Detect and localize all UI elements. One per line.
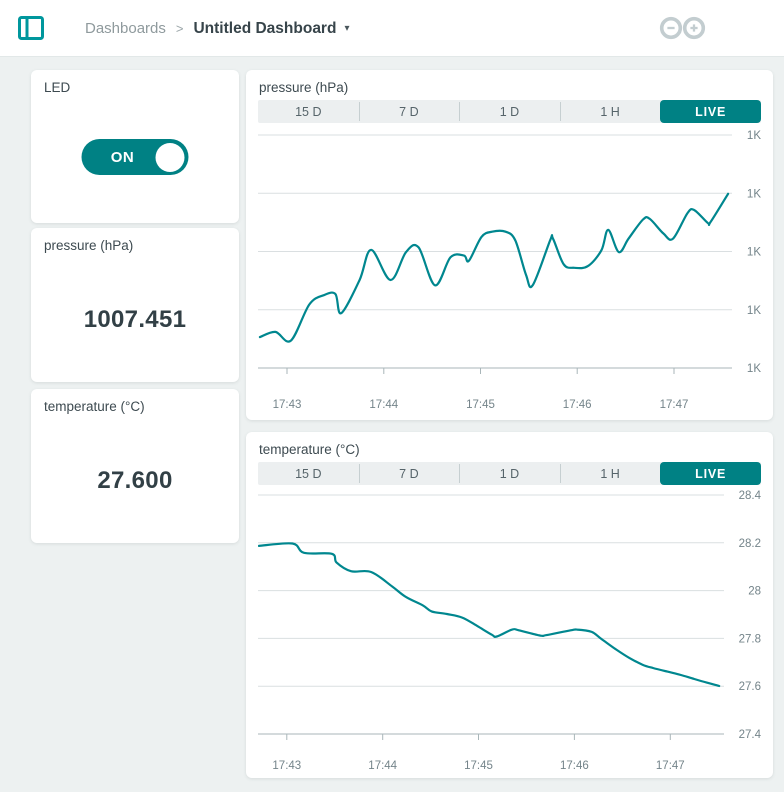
svg-text:17:43: 17:43 <box>273 399 302 411</box>
temperature-chart-plot: 28.4 28.2 28 27.8 27.6 27.4 17:43 17:44 17:45 17:… <box>258 490 761 772</box>
temperature-chart-range-tabs: 15 D 7 D 1 D 1 H LIVE <box>258 462 761 485</box>
led-toggle-state-label: ON <box>110 148 135 166</box>
led-toggle-knob <box>155 142 185 172</box>
chart-grid: 28.4 28.2 28 27.8 27.6 27.4 <box>258 490 761 741</box>
svg-text:27.6: 27.6 <box>739 681 761 693</box>
svg-text:17:47: 17:47 <box>660 399 689 411</box>
pressure-value-title: pressure (hPa) <box>44 238 134 253</box>
chart-line <box>258 542 721 688</box>
chart-grid: 1K 1K 1K 1K 1K <box>258 130 761 375</box>
led-widget-card: LED ON <box>31 70 239 223</box>
sidebar-toggle-icon[interactable] <box>18 15 44 41</box>
dashboard-dropdown-caret-icon[interactable]: ▾ <box>344 23 350 34</box>
temperature-chart-title: temperature (°C) <box>259 442 360 457</box>
pressure-chart-title: pressure (hPa) <box>259 80 349 95</box>
svg-text:17:44: 17:44 <box>368 760 397 772</box>
svg-text:1K: 1K <box>747 363 761 375</box>
svg-text:1K: 1K <box>747 188 761 200</box>
svg-text:17:46: 17:46 <box>563 399 592 411</box>
svg-text:27.4: 27.4 <box>739 729 761 741</box>
tab-live[interactable]: LIVE <box>660 462 761 485</box>
svg-text:27.8: 27.8 <box>739 633 761 645</box>
pressure-chart-card: pressure (hPa) 15 D 7 D 1 D 1 H LIVE 1K 1… <box>246 70 773 420</box>
svg-text:17:45: 17:45 <box>466 399 495 411</box>
svg-text:28.4: 28.4 <box>739 490 761 502</box>
svg-text:17:44: 17:44 <box>369 399 398 411</box>
breadcrumb-separator: > <box>175 21 184 36</box>
svg-text:28.2: 28.2 <box>739 538 761 550</box>
led-widget-title: LED <box>44 80 71 95</box>
pressure-value-card: pressure (hPa) 1007.451 <box>31 228 239 382</box>
dashboard-title[interactable]: Untitled Dashboard <box>193 19 337 37</box>
temperature-value-card: temperature (°C) 27.600 <box>31 389 239 543</box>
tab-1d[interactable]: 1 D <box>459 462 560 485</box>
svg-text:1K: 1K <box>747 247 761 259</box>
temperature-value-title: temperature (°C) <box>44 399 145 414</box>
tab-7d[interactable]: 7 D <box>358 100 460 123</box>
svg-text:17:45: 17:45 <box>464 760 493 772</box>
chart-svg: 1K 1K 1K 1K 1K 17:43 17:44 17:45 17:46 17:47 <box>258 130 761 411</box>
tab-15d[interactable]: 15 D <box>295 466 322 481</box>
temperature-chart-card: temperature (°C) 15 D 7 D 1 D 1 H LIVE 2… <box>246 432 773 778</box>
svg-text:28: 28 <box>748 586 761 598</box>
pressure-chart-range-tabs: 15 D 7 D 1 D 1 H LIVE <box>258 100 761 123</box>
svg-text:1K: 1K <box>747 305 761 317</box>
tab-1d[interactable]: 1 D <box>459 100 560 123</box>
tab-15d[interactable]: 15 D <box>295 104 322 119</box>
breadcrumb-dashboards-link[interactable]: Dashboards <box>85 20 166 37</box>
chart-line <box>258 192 730 343</box>
tab-1h[interactable]: 1 H <box>559 100 661 123</box>
svg-text:17:47: 17:47 <box>656 760 685 772</box>
svg-text:17:46: 17:46 <box>560 760 589 772</box>
top-header: Dashboards > Untitled Dashboard ▾ <box>0 0 784 57</box>
led-toggle[interactable]: ON <box>81 139 189 175</box>
pressure-value: 1007.451 <box>83 306 187 333</box>
arduino-logo-icon <box>656 15 712 41</box>
breadcrumb: Dashboards > Untitled Dashboard ▾ <box>85 0 349 57</box>
chart-x-axis: 17:43 17:44 17:45 17:46 17:47 <box>272 734 685 772</box>
temperature-value: 27.600 <box>97 467 173 494</box>
svg-text:1K: 1K <box>747 130 761 142</box>
chart-x-axis: 17:43 17:44 17:45 17:46 17:47 <box>273 368 689 411</box>
svg-text:17:43: 17:43 <box>272 760 301 772</box>
tab-live[interactable]: LIVE <box>660 100 761 123</box>
tab-7d[interactable]: 7 D <box>358 462 460 485</box>
pressure-chart-plot: 1K 1K 1K 1K 1K 17:43 17:44 17:45 17:46 17:47 <box>258 128 761 414</box>
tab-1h[interactable]: 1 H <box>559 462 661 485</box>
